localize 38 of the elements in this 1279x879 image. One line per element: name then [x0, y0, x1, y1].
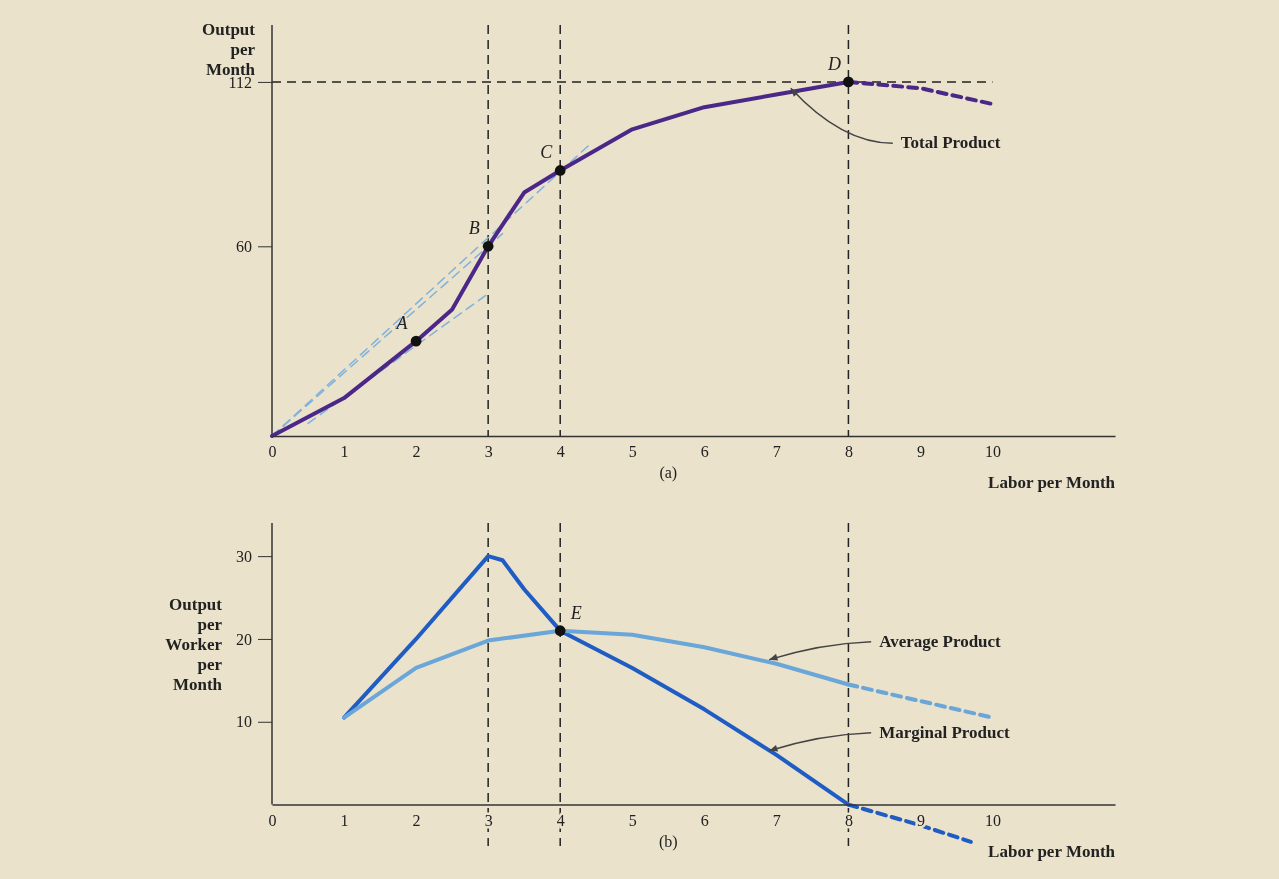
y-tick-label: 20	[236, 630, 252, 648]
y-tick-label: 30	[236, 547, 252, 565]
x-tick-label: 1	[340, 443, 349, 461]
annotation: A	[395, 313, 409, 334]
x-tick-label: 9	[916, 443, 925, 461]
x-tick-label: 6	[700, 443, 709, 461]
x-tick-label: 0	[268, 443, 277, 461]
annotation: Marginal Product	[879, 722, 1010, 742]
x-tick-label: 3	[484, 443, 493, 461]
annotation: E	[569, 602, 582, 623]
x-axis-title: Labor per Month	[988, 841, 1116, 861]
x-tick-label: 4	[556, 811, 565, 829]
x-tick-label: 0	[268, 811, 277, 829]
text: (a)	[659, 464, 678, 482]
x-tick-label: 7	[772, 443, 781, 461]
annotation: C	[540, 142, 554, 163]
x-tick-label: 8	[844, 811, 853, 829]
x-tick-label: 2	[412, 443, 421, 461]
x-tick-label: 4	[556, 443, 565, 461]
annotation: Total Product	[900, 133, 1001, 153]
x-tick-label: 1	[340, 811, 349, 829]
y-tick-label: 60	[236, 237, 252, 255]
x-tick-label: 10	[985, 811, 1002, 829]
x-tick-label: 2	[412, 811, 421, 829]
x-axis-title: Labor per Month	[988, 473, 1116, 492]
x-tick-label: 5	[628, 443, 637, 461]
x-tick-label: 7	[772, 811, 781, 829]
x-tick-label: 6	[700, 811, 709, 829]
y-axis-title: Output per Worker per Month	[165, 595, 223, 694]
x-tick-label: 10	[985, 443, 1002, 461]
annotation: B	[468, 218, 480, 239]
x-tick-label: 3	[484, 811, 493, 829]
annotation: Average Product	[879, 631, 1002, 651]
annotation: (b)	[658, 832, 678, 851]
y-tick-label: 10	[236, 713, 252, 731]
x-tick-label: 5	[628, 811, 637, 829]
annotation: D	[826, 53, 841, 74]
x-tick-label: 8	[844, 443, 853, 461]
